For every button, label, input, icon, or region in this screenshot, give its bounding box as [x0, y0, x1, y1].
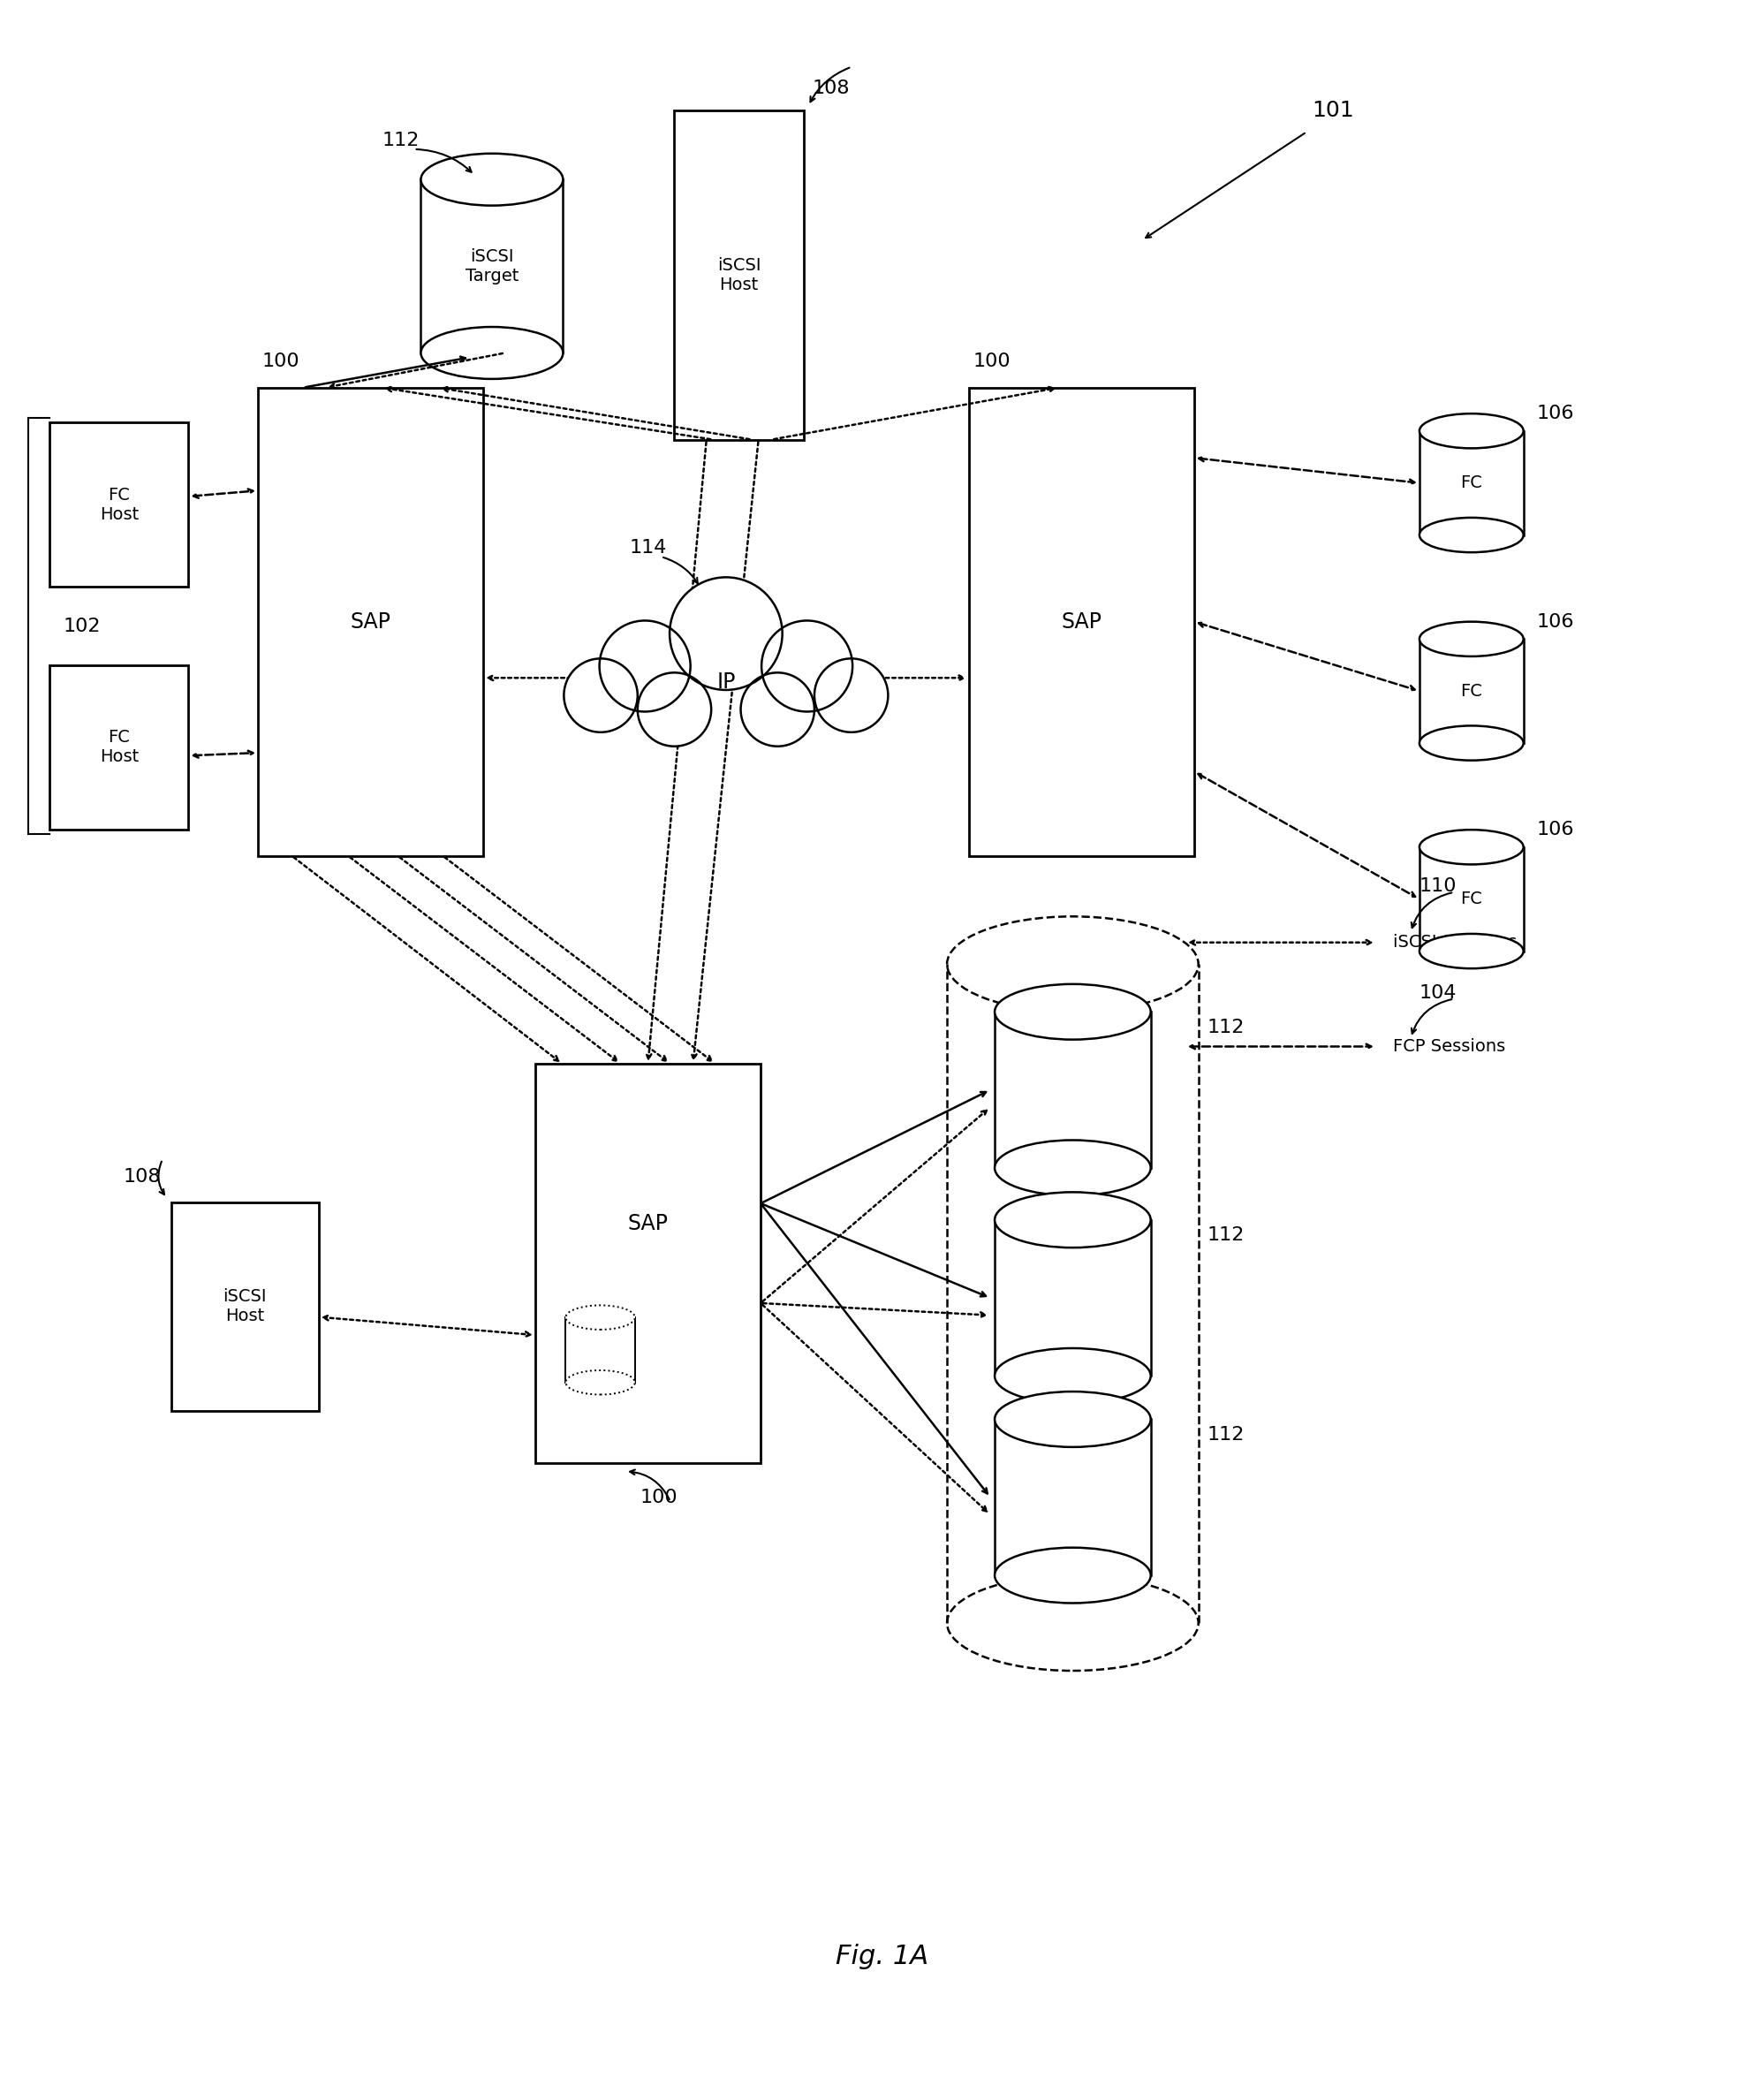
Ellipse shape — [422, 327, 563, 379]
Text: iSCSI
Target: iSCSI Target — [1046, 1279, 1099, 1316]
Text: 106: 106 — [1536, 404, 1573, 423]
Bar — [49, 423, 189, 586]
Bar — [422, 180, 563, 354]
Text: FC
Host: FC Host — [101, 728, 139, 766]
Ellipse shape — [995, 1141, 1150, 1195]
Text: FC
Host: FC Host — [101, 486, 139, 523]
Ellipse shape — [995, 984, 1150, 1040]
Ellipse shape — [1420, 933, 1524, 969]
Circle shape — [815, 659, 887, 733]
Bar — [995, 1011, 1150, 1168]
Ellipse shape — [1420, 517, 1524, 553]
Text: SAP: SAP — [351, 611, 392, 632]
Text: 112: 112 — [383, 132, 420, 149]
Text: 106: 106 — [1536, 613, 1573, 630]
Text: SAP: SAP — [1062, 611, 1102, 632]
Text: SAP: SAP — [628, 1212, 669, 1235]
Circle shape — [637, 672, 711, 747]
Text: 112: 112 — [1207, 1226, 1244, 1245]
Text: iSCSI
Target: iSCSI Target — [1046, 1480, 1099, 1515]
Bar — [968, 387, 1194, 856]
Ellipse shape — [1420, 829, 1524, 864]
Bar — [258, 387, 483, 856]
Bar — [1420, 431, 1524, 536]
Text: 100: 100 — [640, 1488, 677, 1507]
Text: FC: FC — [1461, 682, 1482, 699]
Ellipse shape — [422, 153, 563, 205]
Ellipse shape — [947, 1576, 1198, 1670]
Text: Fig. 1A: Fig. 1A — [836, 1944, 928, 1970]
Circle shape — [564, 659, 637, 733]
Text: FC: FC — [1461, 475, 1482, 492]
Text: 106: 106 — [1536, 820, 1573, 839]
Text: 100: 100 — [263, 352, 300, 370]
Ellipse shape — [1420, 622, 1524, 657]
Text: FCP Sessions: FCP Sessions — [1394, 1038, 1506, 1055]
Ellipse shape — [947, 917, 1198, 1011]
Ellipse shape — [566, 1306, 635, 1329]
Ellipse shape — [995, 1193, 1150, 1247]
Ellipse shape — [995, 1392, 1150, 1446]
Text: 114: 114 — [630, 540, 667, 557]
Ellipse shape — [566, 1306, 635, 1329]
Text: 112: 112 — [1207, 1019, 1244, 1036]
Circle shape — [600, 622, 690, 712]
Ellipse shape — [995, 1392, 1150, 1446]
Ellipse shape — [1420, 414, 1524, 448]
Ellipse shape — [422, 153, 563, 205]
Text: iSCSI
Target: iSCSI Target — [1046, 1072, 1099, 1107]
Bar — [1420, 638, 1524, 743]
Bar — [995, 1220, 1150, 1375]
Circle shape — [741, 672, 815, 747]
Text: IP: IP — [716, 672, 736, 693]
Text: FC: FC — [1461, 892, 1482, 908]
Bar — [171, 1203, 319, 1411]
Bar — [566, 1316, 635, 1383]
Ellipse shape — [995, 984, 1150, 1040]
Ellipse shape — [1420, 829, 1524, 864]
Circle shape — [762, 622, 852, 712]
Text: 112: 112 — [1207, 1425, 1244, 1444]
Bar — [1420, 848, 1524, 950]
Bar — [674, 111, 804, 440]
Circle shape — [670, 578, 781, 691]
Text: 108: 108 — [813, 80, 850, 96]
Text: iSCSI
Host: iSCSI Host — [222, 1289, 266, 1325]
Text: 110: 110 — [1420, 877, 1457, 896]
Text: iSCSI
Host: iSCSI Host — [718, 257, 760, 293]
Ellipse shape — [1420, 726, 1524, 760]
Text: iSCSI
Target: iSCSI Target — [466, 249, 519, 285]
Bar — [995, 1419, 1150, 1576]
Ellipse shape — [995, 1348, 1150, 1404]
Text: 101: 101 — [1312, 100, 1353, 121]
Ellipse shape — [1420, 414, 1524, 448]
Text: 102: 102 — [64, 617, 101, 634]
Text: 104: 104 — [1420, 984, 1457, 1003]
Text: 108: 108 — [123, 1168, 161, 1185]
Ellipse shape — [566, 1371, 635, 1394]
Ellipse shape — [995, 1193, 1150, 1247]
Text: 100: 100 — [974, 352, 1011, 370]
Ellipse shape — [1420, 622, 1524, 657]
Ellipse shape — [995, 1547, 1150, 1603]
Bar — [534, 1063, 760, 1463]
Bar — [49, 666, 189, 829]
Text: iSCSI Sessions: iSCSI Sessions — [1394, 933, 1517, 950]
